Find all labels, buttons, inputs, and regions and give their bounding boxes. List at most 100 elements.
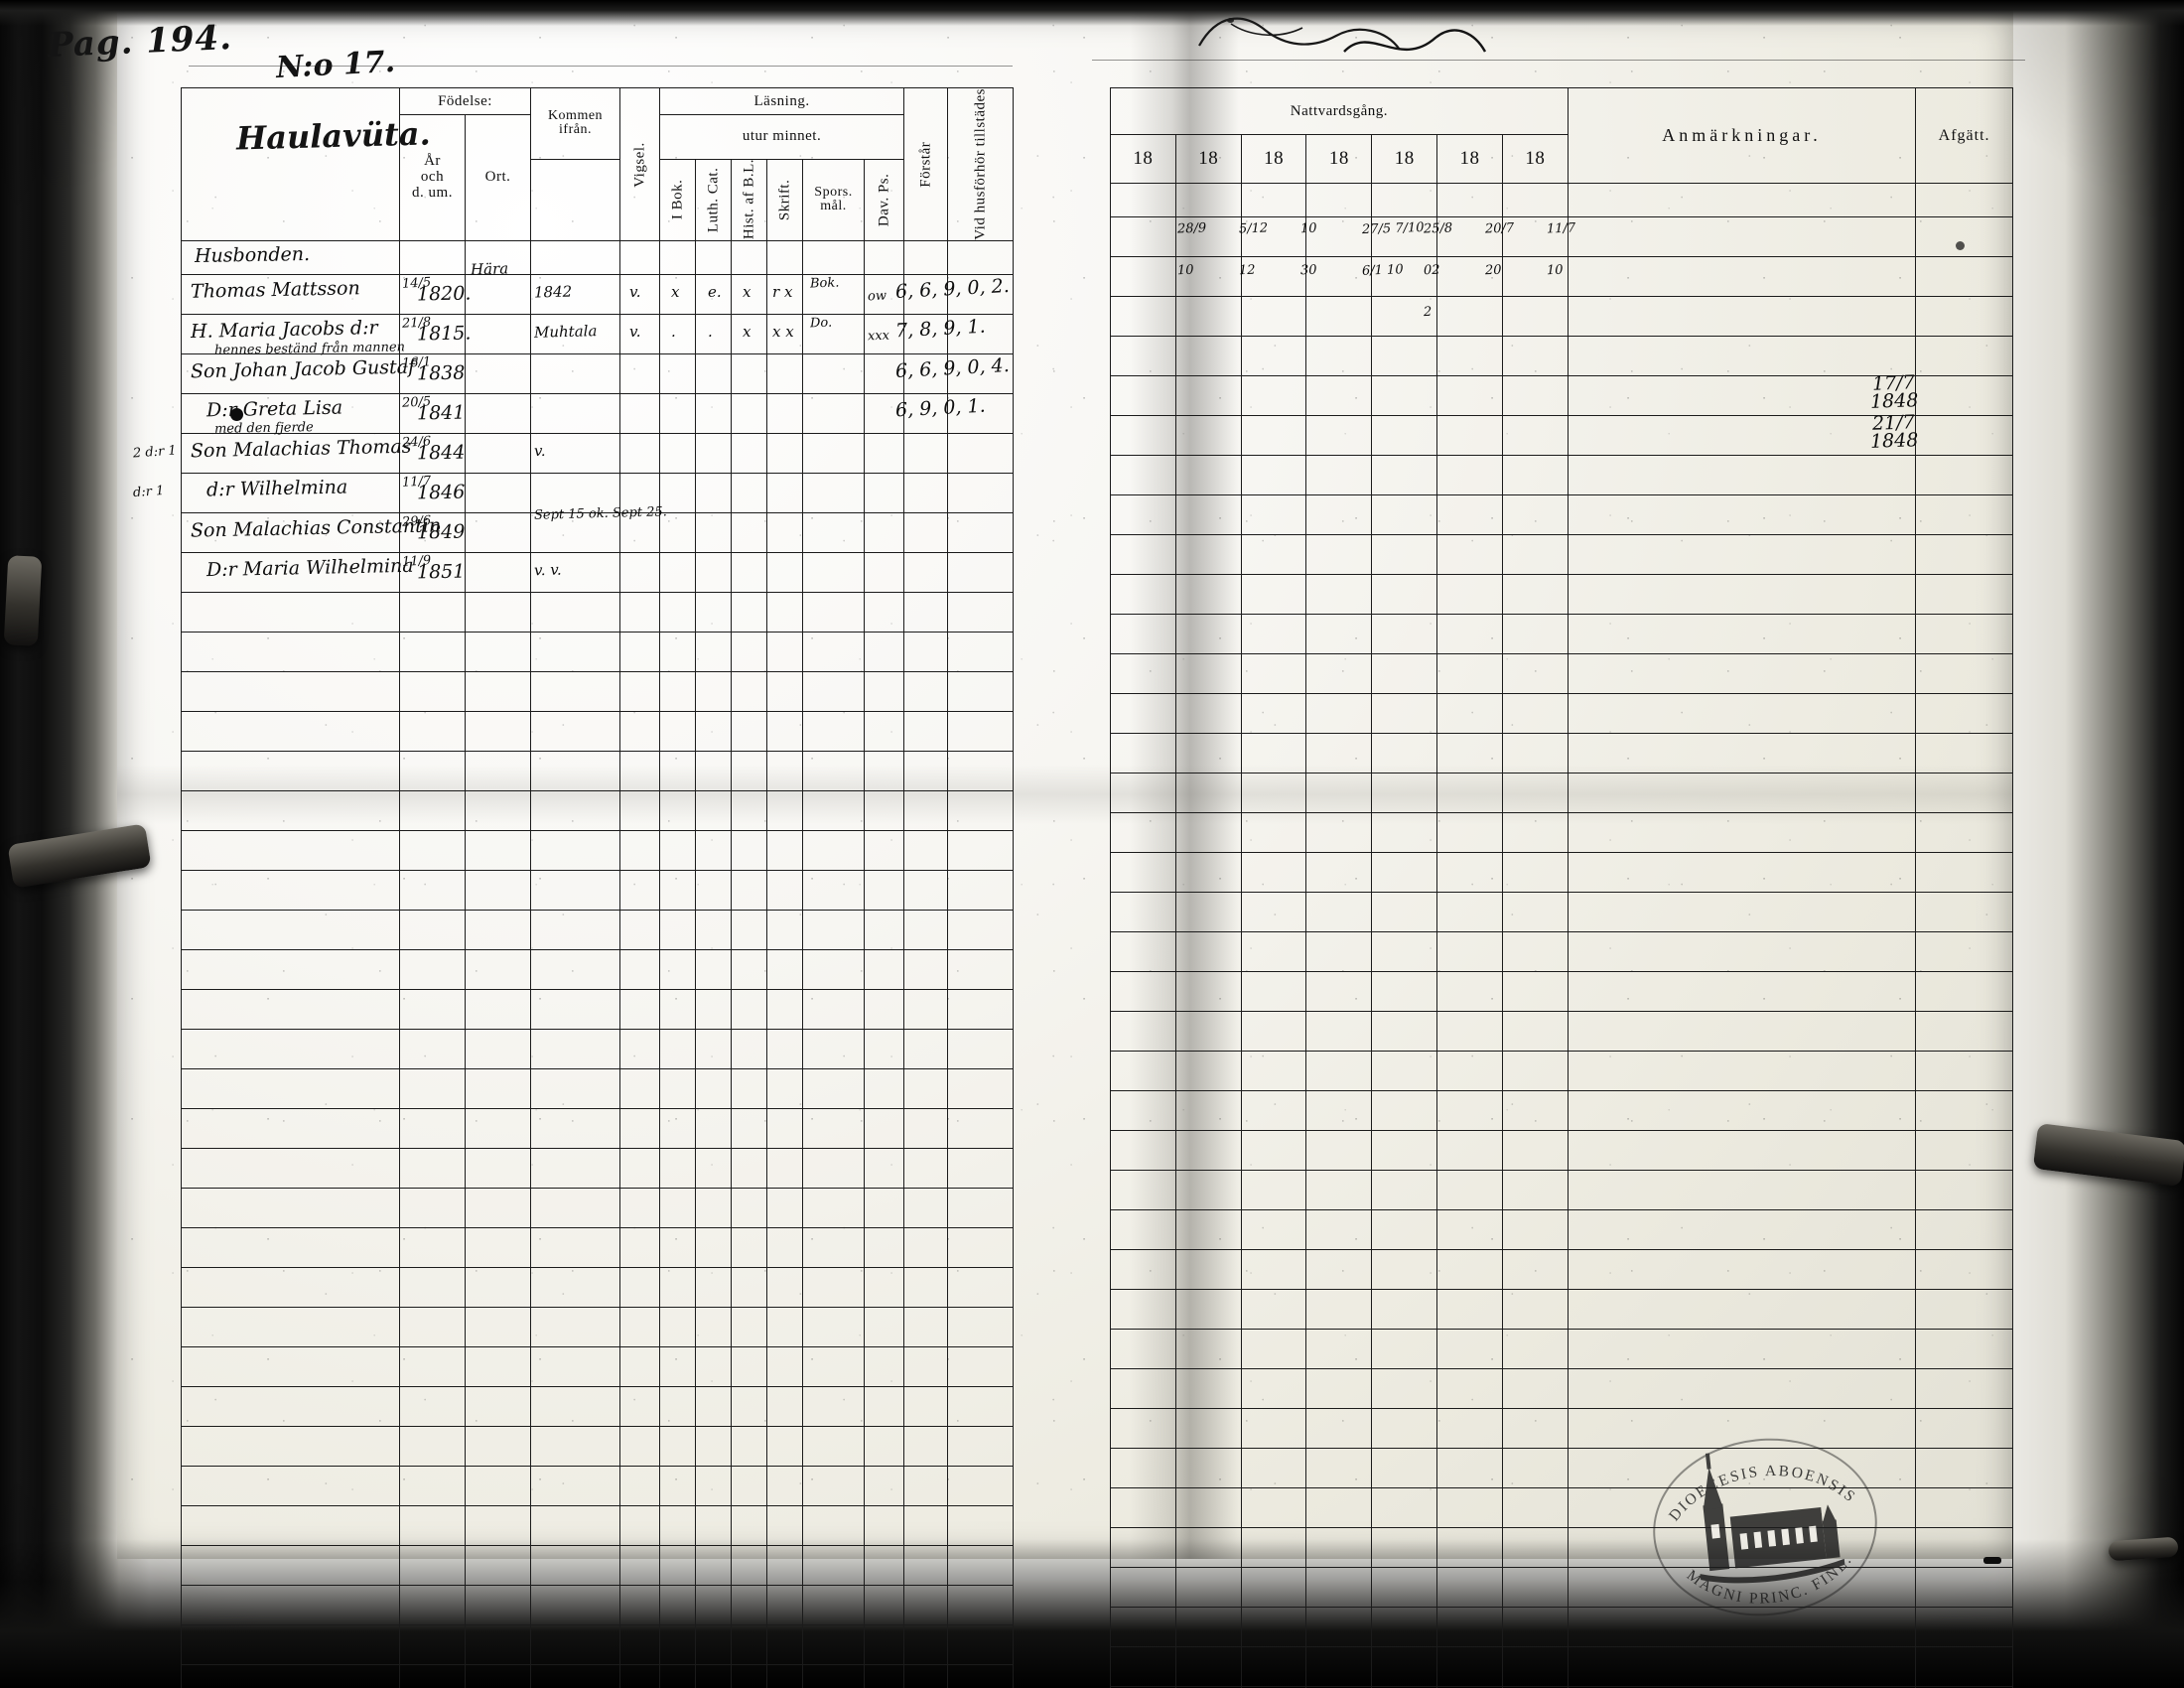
cell [1174, 256, 1242, 297]
cell [903, 829, 949, 871]
cell [1305, 852, 1373, 893]
section-label-husbonden: Husbonden. [194, 243, 311, 268]
cell [1240, 1051, 1307, 1091]
cell [1501, 1329, 1569, 1369]
cell [1915, 653, 2013, 694]
cell [863, 551, 905, 593]
cell [1305, 1249, 1373, 1290]
cell [695, 1623, 732, 1665]
cell [1436, 1487, 1503, 1528]
cell [1501, 1567, 1569, 1608]
cell [1915, 216, 2013, 257]
cell [465, 352, 531, 394]
empty-table-row [1110, 733, 2013, 774]
year-column-header-2: 18 [1240, 134, 1307, 184]
cell [802, 1425, 865, 1467]
cell [802, 273, 865, 315]
cell [530, 551, 620, 593]
cell [1436, 415, 1503, 456]
cell [1305, 1289, 1373, 1330]
cell [1436, 183, 1503, 217]
cell [181, 1028, 400, 1069]
cell [1371, 415, 1438, 456]
cell [766, 1028, 803, 1069]
cell [1436, 693, 1503, 734]
cell [1305, 1567, 1373, 1608]
cell [1915, 1130, 2013, 1171]
cell [465, 392, 531, 434]
cell [1501, 1249, 1569, 1290]
empty-table-row [1110, 971, 2013, 1012]
cell [903, 1028, 949, 1069]
row-ibok-1: . [671, 323, 676, 342]
cell [1240, 1329, 1307, 1369]
cell [1915, 1209, 2013, 1250]
cell [181, 1663, 400, 1688]
cell [1371, 455, 1438, 495]
cell [1436, 1051, 1503, 1091]
cell [1436, 1646, 1503, 1687]
cell [1501, 1368, 1569, 1409]
cell [863, 1465, 905, 1506]
cell [695, 313, 732, 354]
cell [1174, 1090, 1242, 1131]
cell [530, 789, 620, 831]
cell [766, 1306, 803, 1347]
cell [766, 988, 803, 1030]
cell [1305, 455, 1373, 495]
cell [1305, 296, 1373, 337]
cell [947, 273, 1015, 315]
row-birth-year-0: 1820. [416, 282, 472, 306]
cell [1501, 733, 1569, 774]
empty-table-row [1110, 415, 2013, 456]
cell [1305, 653, 1373, 694]
cell [1174, 693, 1242, 734]
cell [731, 1504, 767, 1546]
cell [947, 1107, 1015, 1149]
cell [1436, 614, 1503, 654]
cell [1110, 1130, 1176, 1171]
header-lasning: Läsning. [658, 87, 905, 115]
header-dav-ps: Dav. Ps. [864, 159, 904, 241]
cell [1110, 773, 1176, 813]
cell [619, 670, 660, 712]
cell [1501, 415, 1569, 456]
cell [1305, 812, 1373, 853]
cell [619, 1663, 660, 1688]
cell [1240, 1527, 1307, 1568]
cell [766, 1584, 803, 1625]
cell [863, 829, 905, 871]
cell [802, 511, 865, 553]
cell [903, 1663, 949, 1688]
cell [903, 472, 949, 513]
row-birth-year-2: 1838 [416, 361, 466, 385]
cathedral-icon [1700, 1453, 1845, 1584]
cell [465, 273, 531, 315]
cell [530, 1663, 620, 1688]
empty-table-row [1110, 494, 2013, 535]
cell [530, 1623, 620, 1665]
cell [903, 432, 949, 474]
cell [1110, 971, 1176, 1012]
empty-table-row [1110, 614, 2013, 654]
cell [947, 750, 1015, 791]
cell [1240, 415, 1307, 456]
cell [619, 789, 660, 831]
cell [619, 631, 660, 672]
cell [1567, 614, 1917, 654]
cell [695, 948, 732, 990]
cell [802, 909, 865, 950]
cell [619, 591, 660, 633]
cell [802, 670, 865, 712]
cell [659, 1187, 696, 1228]
cell [802, 1067, 865, 1109]
cell [619, 1306, 660, 1347]
cell [1174, 1646, 1242, 1687]
cell [619, 750, 660, 791]
cell [1305, 1011, 1373, 1052]
cell [1915, 494, 2013, 535]
cell [947, 511, 1015, 553]
cell [465, 1345, 531, 1387]
cell [947, 829, 1015, 871]
